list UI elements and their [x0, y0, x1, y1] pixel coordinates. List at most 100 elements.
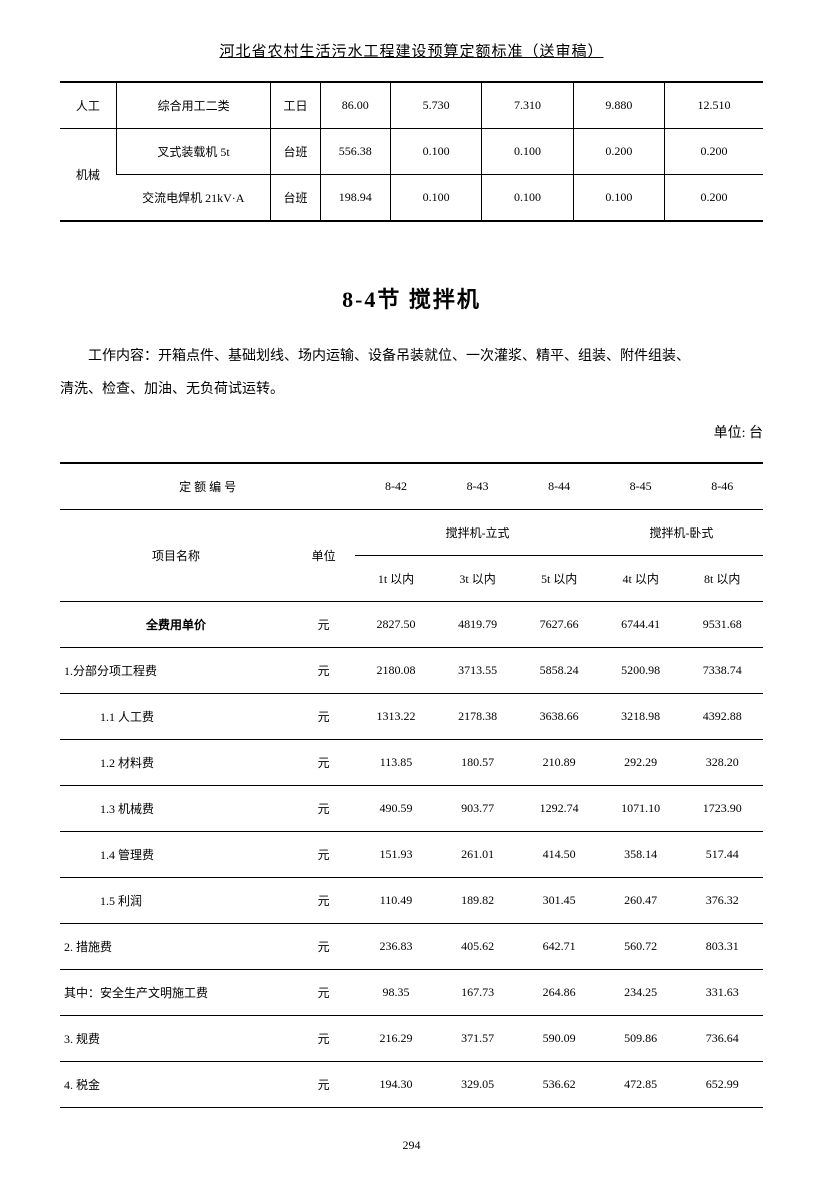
cell-label: 4. 税金 [60, 1062, 292, 1108]
cell-label: 3. 规费 [60, 1016, 292, 1062]
work-description: 工作内容：开箱点件、基础划线、场内运输、设备吊装就位、一次灌浆、精平、组装、附件… [60, 344, 763, 369]
cell: 7.310 [482, 82, 573, 129]
table-row: 1.1 人工费 元 1313.22 2178.38 3638.66 3218.9… [60, 694, 763, 740]
cell: 236.83 [355, 924, 437, 970]
cell: 4t 以内 [600, 556, 682, 602]
cell-labor-cat: 人工 [60, 82, 116, 129]
cell: 4392.88 [681, 694, 763, 740]
cell: 8-44 [518, 463, 600, 510]
cell: 元 [292, 602, 355, 648]
cell: 工日 [271, 82, 320, 129]
cell: 331.63 [681, 970, 763, 1016]
cell: 167.73 [437, 970, 519, 1016]
cell: 9531.68 [681, 602, 763, 648]
cell: 元 [292, 786, 355, 832]
cell-label: 1.分部分项工程费 [60, 648, 292, 694]
cell: 0.100 [482, 175, 573, 222]
cell-label: 1.3 机械费 [60, 786, 292, 832]
cell: 642.71 [518, 924, 600, 970]
cell: 509.86 [600, 1016, 682, 1062]
cell: 405.62 [437, 924, 519, 970]
cell: 台班 [271, 175, 320, 222]
header-group1: 搅拌机-立式 [355, 510, 600, 556]
header-code: 定 额 编 号 [60, 463, 355, 510]
cell: 0.200 [665, 175, 763, 222]
cell: 0.200 [573, 129, 664, 175]
section-title: 8-4节 搅拌机 [60, 282, 763, 314]
cell: 1t 以内 [355, 556, 437, 602]
cell: 1071.10 [600, 786, 682, 832]
cell: 5858.24 [518, 648, 600, 694]
cell: 交流电焊机 21kV·A [116, 175, 271, 222]
cell: 2180.08 [355, 648, 437, 694]
cell: 301.45 [518, 878, 600, 924]
cell: 260.47 [600, 878, 682, 924]
cell: 264.86 [518, 970, 600, 1016]
table-row: 1.分部分项工程费 元 2180.08 3713.55 5858.24 5200… [60, 648, 763, 694]
cell: 5t 以内 [518, 556, 600, 602]
cell: 328.20 [681, 740, 763, 786]
cell: 376.32 [681, 878, 763, 924]
cell: 元 [292, 924, 355, 970]
cell: 元 [292, 1016, 355, 1062]
cell: 261.01 [437, 832, 519, 878]
unit-label: 单位: 台 [60, 422, 763, 442]
cell: 1313.22 [355, 694, 437, 740]
table-row: 3. 规费 元 216.29 371.57 590.09 509.86 736.… [60, 1016, 763, 1062]
cell: 7338.74 [681, 648, 763, 694]
cell: 0.100 [482, 129, 573, 175]
cell: 560.72 [600, 924, 682, 970]
cell: 110.49 [355, 878, 437, 924]
cell-machine-cat: 机械 [60, 129, 116, 222]
cell: 590.09 [518, 1016, 600, 1062]
cell: 0.100 [390, 175, 481, 222]
cell: 3638.66 [518, 694, 600, 740]
cell: 652.99 [681, 1062, 763, 1108]
labor-machine-table: 人工 综合用工二类 工日 86.00 5.730 7.310 9.880 12.… [60, 81, 763, 222]
cell-label: 全费用单价 [60, 602, 292, 648]
cell: 12.510 [665, 82, 763, 129]
cell: 元 [292, 648, 355, 694]
table-row: 全费用单价 元 2827.50 4819.79 7627.66 6744.41 … [60, 602, 763, 648]
cell: 194.30 [355, 1062, 437, 1108]
cell: 414.50 [518, 832, 600, 878]
cell-label: 1.4 管理费 [60, 832, 292, 878]
cell: 3218.98 [600, 694, 682, 740]
cell: 元 [292, 740, 355, 786]
table-row: 人工 综合用工二类 工日 86.00 5.730 7.310 9.880 12.… [60, 82, 763, 129]
table-row: 机械 叉式装载机 5t 台班 556.38 0.100 0.100 0.200 … [60, 129, 763, 175]
quota-table: 定 额 编 号 8-42 8-43 8-44 8-45 8-46 项目名称 单位… [60, 462, 763, 1108]
cell: 98.35 [355, 970, 437, 1016]
cell: 6744.41 [600, 602, 682, 648]
cell: 1723.90 [681, 786, 763, 832]
cell: 736.64 [681, 1016, 763, 1062]
cell-label: 其中：安全生产文明施工费 [60, 970, 292, 1016]
cell: 综合用工二类 [116, 82, 271, 129]
cell: 3t 以内 [437, 556, 519, 602]
cell: 86.00 [320, 82, 390, 129]
cell: 371.57 [437, 1016, 519, 1062]
cell: 113.85 [355, 740, 437, 786]
cell: 803.31 [681, 924, 763, 970]
cell: 8-45 [600, 463, 682, 510]
table-row: 1.3 机械费 元 490.59 903.77 1292.74 1071.10 … [60, 786, 763, 832]
work-description-cont: 清洗、检查、加油、无负荷试运转。 [60, 377, 763, 402]
cell: 元 [292, 970, 355, 1016]
cell: 元 [292, 832, 355, 878]
cell: 2178.38 [437, 694, 519, 740]
header-proj-name: 项目名称 [60, 510, 292, 602]
cell: 329.05 [437, 1062, 519, 1108]
cell: 189.82 [437, 878, 519, 924]
header-unit: 单位 [292, 510, 355, 602]
table-row: 2. 措施费 元 236.83 405.62 642.71 560.72 803… [60, 924, 763, 970]
cell-label: 1.2 材料费 [60, 740, 292, 786]
cell: 180.57 [437, 740, 519, 786]
table-row: 定 额 编 号 8-42 8-43 8-44 8-45 8-46 [60, 463, 763, 510]
cell: 358.14 [600, 832, 682, 878]
cell: 1292.74 [518, 786, 600, 832]
cell: 216.29 [355, 1016, 437, 1062]
cell-label: 1.1 人工费 [60, 694, 292, 740]
cell: 903.77 [437, 786, 519, 832]
cell: 490.59 [355, 786, 437, 832]
cell: 台班 [271, 129, 320, 175]
